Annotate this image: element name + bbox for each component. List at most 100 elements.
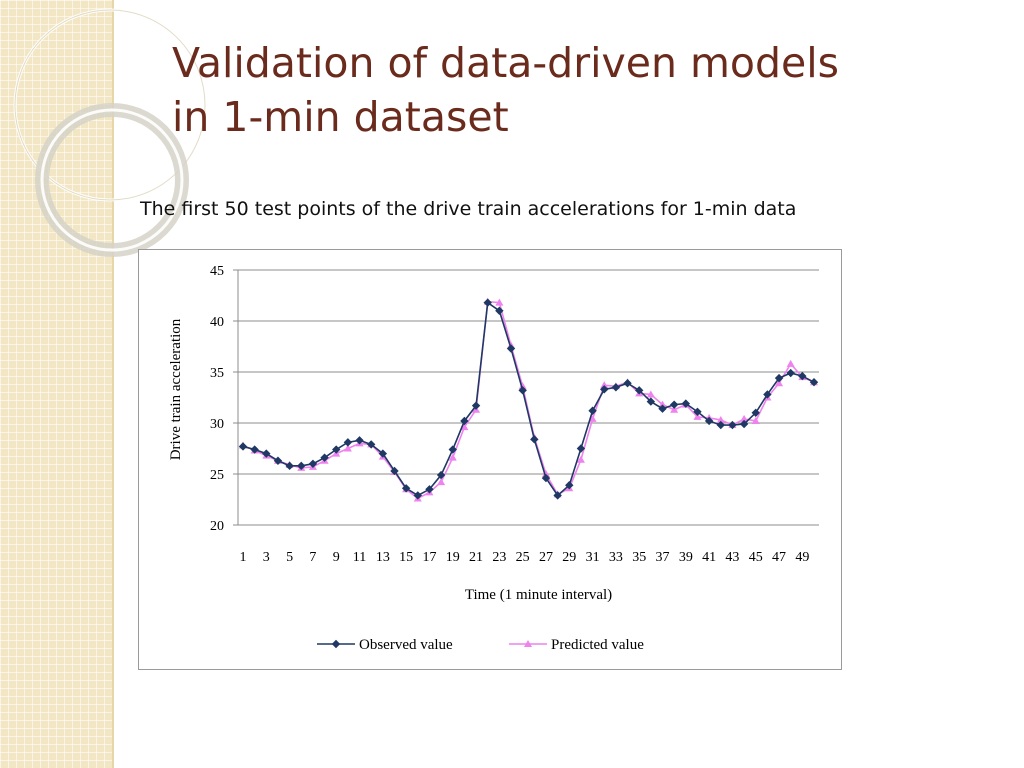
data-point-predicted bbox=[786, 359, 795, 367]
data-point-observed bbox=[716, 420, 725, 430]
x-tick-label: 5 bbox=[286, 550, 293, 565]
data-point-observed bbox=[506, 344, 516, 353]
x-tick-label: 27 bbox=[539, 550, 553, 565]
data-point-observed bbox=[739, 419, 749, 429]
data-point-observed bbox=[436, 470, 446, 480]
data-point-observed bbox=[320, 453, 329, 462]
data-point-observed bbox=[646, 397, 656, 406]
data-point-observed bbox=[658, 404, 667, 413]
data-point-observed bbox=[483, 298, 492, 307]
data-point-observed bbox=[798, 371, 807, 381]
data-point-predicted bbox=[437, 478, 446, 486]
data-point-predicted bbox=[751, 416, 760, 424]
data-point-predicted bbox=[495, 298, 504, 306]
data-point-observed bbox=[576, 444, 586, 453]
x-tick-label: 33 bbox=[609, 550, 623, 565]
legend-observed-label: Observed value bbox=[359, 637, 453, 653]
data-point-observed bbox=[623, 379, 632, 388]
y-tick-label: 40 bbox=[210, 315, 224, 330]
x-tick-label: 21 bbox=[469, 550, 483, 565]
legend-predicted-label: Predicted value bbox=[551, 637, 644, 653]
data-point-predicted bbox=[740, 414, 749, 422]
data-point-observed bbox=[786, 368, 795, 378]
data-point-observed bbox=[332, 445, 341, 454]
legend-predicted-marker bbox=[524, 640, 532, 647]
data-point-observed bbox=[495, 306, 504, 315]
x-axis-title: Time (1 minute interval) bbox=[465, 587, 612, 603]
data-point-observed bbox=[390, 466, 399, 476]
x-tick-label: 35 bbox=[632, 550, 646, 565]
series-line-predicted bbox=[242, 300, 815, 500]
data-point-predicted bbox=[646, 390, 655, 398]
data-point-predicted bbox=[775, 379, 784, 387]
data-point-predicted bbox=[658, 400, 667, 408]
sidebar-decoration bbox=[0, 0, 114, 768]
x-tick-label: 1 bbox=[240, 550, 247, 565]
data-point-observed bbox=[273, 456, 283, 465]
chart-container: 20 25 30 35 40 45 1 3 5 7 9 11 13 15 17 19 21 23 25 27 29 31 3… bbox=[138, 249, 842, 670]
data-point-predicted bbox=[576, 455, 585, 463]
data-point-predicted bbox=[518, 382, 527, 390]
data-point-observed bbox=[704, 416, 714, 426]
data-point-predicted bbox=[693, 412, 702, 420]
legend-observed-marker bbox=[331, 639, 341, 649]
data-point-predicted bbox=[460, 423, 469, 431]
page-title: Validation of data-driven models in 1-mi… bbox=[172, 36, 972, 144]
data-point-observed bbox=[285, 461, 294, 471]
x-tick-label: 37 bbox=[656, 550, 670, 565]
data-point-observed bbox=[366, 440, 376, 449]
x-tick-label: 7 bbox=[309, 550, 316, 565]
data-point-observed bbox=[809, 378, 819, 387]
y-tick-label: 35 bbox=[210, 366, 224, 381]
data-point-observed bbox=[378, 449, 388, 458]
x-tick-label: 13 bbox=[376, 550, 390, 565]
title-line-1: Validation of data-driven models bbox=[172, 39, 839, 87]
data-point-observed bbox=[611, 383, 621, 392]
data-point-observed bbox=[413, 491, 422, 500]
x-tick-label: 45 bbox=[749, 550, 763, 565]
x-tick-label: 11 bbox=[353, 550, 366, 565]
x-tick-label: 23 bbox=[492, 550, 506, 565]
x-tick-label: 25 bbox=[516, 550, 530, 565]
x-tick-label: 3 bbox=[263, 550, 270, 565]
y-tick-label: 45 bbox=[210, 264, 224, 279]
data-point-predicted bbox=[600, 381, 609, 389]
x-tick-label: 15 bbox=[399, 550, 413, 565]
data-point-predicted bbox=[670, 405, 679, 413]
x-tick-label: 41 bbox=[702, 550, 716, 565]
data-point-observed bbox=[774, 373, 784, 383]
data-point-observed bbox=[530, 435, 539, 444]
data-point-observed bbox=[425, 485, 434, 494]
x-tick-label: 9 bbox=[333, 550, 340, 565]
chart-caption: The first 50 test points of the drive tr… bbox=[140, 198, 797, 220]
data-point-observed bbox=[250, 445, 259, 454]
data-point-observed bbox=[681, 399, 691, 408]
x-tick-label: 19 bbox=[446, 550, 460, 565]
data-point-observed bbox=[588, 406, 597, 415]
data-point-observed bbox=[635, 386, 644, 395]
y-tick-label: 30 bbox=[210, 417, 224, 432]
y-tick-label: 25 bbox=[210, 468, 224, 483]
data-point-observed bbox=[343, 438, 353, 447]
y-tick-label: 20 bbox=[210, 519, 224, 534]
x-tick-label: 31 bbox=[586, 550, 600, 565]
data-point-predicted bbox=[343, 444, 352, 452]
x-tick-label: 29 bbox=[562, 550, 576, 565]
data-point-predicted bbox=[588, 414, 597, 422]
x-tick-label: 39 bbox=[679, 550, 693, 565]
data-point-predicted bbox=[448, 453, 457, 461]
x-tick-label: 47 bbox=[772, 550, 786, 565]
x-tick-label: 43 bbox=[725, 550, 739, 565]
data-point-observed bbox=[460, 416, 469, 426]
data-point-observed bbox=[751, 408, 760, 417]
x-tick-label: 17 bbox=[422, 550, 436, 565]
data-point-predicted bbox=[716, 415, 725, 423]
data-point-observed bbox=[669, 400, 679, 409]
data-point-observed bbox=[518, 386, 527, 395]
data-point-observed bbox=[297, 461, 306, 471]
data-point-predicted bbox=[541, 470, 550, 477]
title-line-2: in 1-min dataset bbox=[172, 93, 509, 141]
y-axis-title: Drive train acceleration bbox=[168, 318, 184, 460]
series-line-observed bbox=[242, 301, 815, 497]
